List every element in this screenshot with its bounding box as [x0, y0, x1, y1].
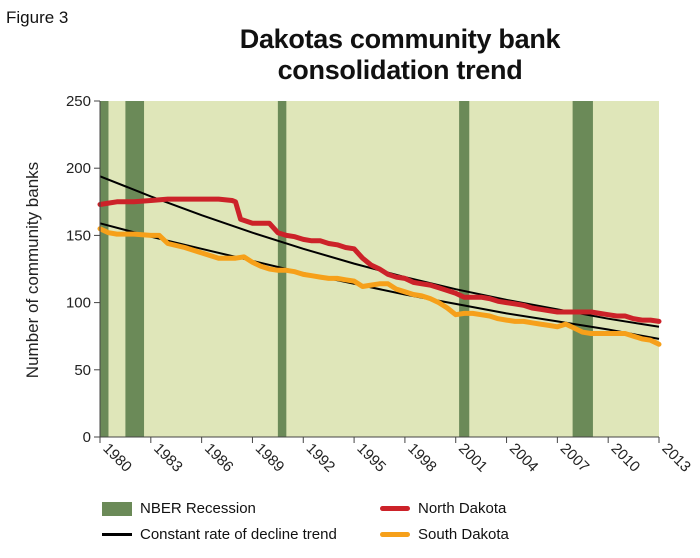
y-axis-label: Number of community banks — [23, 162, 42, 378]
legend-label-trend: Constant rate of decline trend — [140, 526, 337, 543]
chart-title-line-2: consolidation trend — [277, 55, 523, 85]
x-tick-label: 2010 — [608, 440, 644, 476]
legend-item-north-dakota: North Dakota — [380, 500, 506, 517]
series-line-north-dakota — [97, 196, 662, 324]
chart-title: Dakotas community bank consolidation tre… — [150, 24, 650, 86]
x-tick-label: 1986 — [201, 440, 237, 476]
x-tick-label: 1992 — [303, 440, 339, 476]
y-tick-label: 100 — [66, 295, 91, 312]
x-tick-label: 1983 — [150, 440, 186, 476]
legend-item-recession: NBER Recession — [102, 500, 256, 517]
legend-item-trend: Constant rate of decline trend — [102, 526, 337, 543]
recession-band-5 — [572, 101, 593, 437]
x-tick-label: 2001 — [455, 440, 491, 476]
figure-label: Figure 3 — [6, 8, 69, 27]
legend: NBER Recession Constant rate of decline … — [102, 500, 662, 552]
legend-label-recession: NBER Recession — [140, 500, 256, 517]
series-line-south-dakota — [97, 226, 662, 347]
legend-label-north-dakota: North Dakota — [418, 500, 507, 517]
recession-band-1 — [100, 101, 109, 437]
x-tick-label: 1980 — [99, 440, 135, 476]
recession-band-4 — [459, 101, 470, 437]
y-tick-label: 250 — [66, 93, 91, 110]
trend-swatch — [102, 533, 132, 536]
recession-swatch — [102, 501, 132, 516]
x-tick-label: 2004 — [506, 440, 542, 476]
north-dakota-swatch — [380, 506, 410, 511]
y-tick-label: 200 — [66, 160, 91, 177]
axes — [94, 100, 660, 443]
legend-label-south-dakota: South Dakota — [418, 526, 509, 543]
y-tick-label: 150 — [66, 227, 91, 244]
series-lines — [97, 196, 662, 347]
y-tick-label: 0 — [83, 429, 91, 446]
x-tick-labels: 1980 1983 1986 1989 1992 1995 1998 2001 2004 2007… — [99, 440, 694, 476]
recession-band-2 — [125, 101, 145, 437]
chart-title-line-1: Dakotas community bank — [239, 24, 561, 54]
legend-item-south-dakota: South Dakota — [380, 526, 509, 543]
x-tick-label: 1989 — [252, 440, 288, 476]
y-tick-labels: 0 50 100 150 200 250 — [66, 93, 91, 446]
south-dakota-swatch — [380, 532, 410, 537]
y-tick-label: 50 — [74, 362, 91, 379]
x-tick-label: 1995 — [353, 440, 389, 476]
x-tick-label: 2013 — [658, 440, 694, 476]
x-tick-label: 1998 — [404, 440, 440, 476]
x-tick-label: 2007 — [557, 440, 593, 476]
